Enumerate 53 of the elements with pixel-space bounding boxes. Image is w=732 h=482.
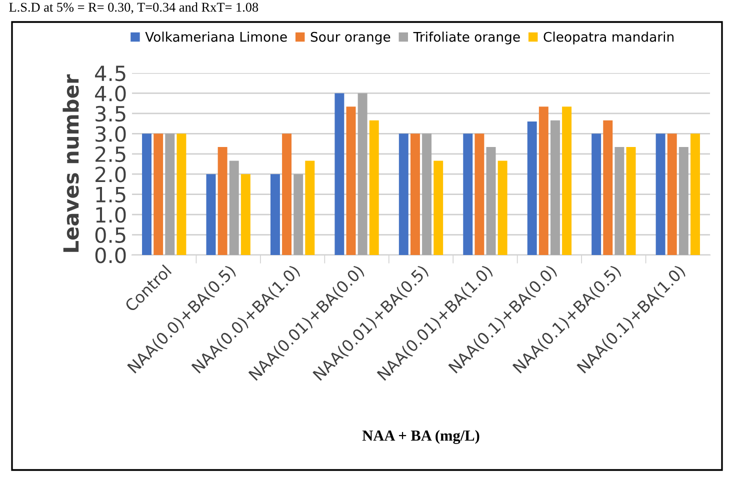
y-tick-label: 2.5 xyxy=(96,146,126,162)
bar xyxy=(165,134,175,255)
y-tick-label: 3.5 xyxy=(96,106,126,122)
y-tick-label: 2.0 xyxy=(96,166,126,182)
legend-label: Sour orange xyxy=(310,32,390,44)
bar xyxy=(334,93,344,255)
bar xyxy=(667,134,677,255)
x-axis-title: NAA + BA (mg/L) xyxy=(362,430,480,444)
y-tick-label: 3.0 xyxy=(96,126,126,142)
y-tick-label: 0.5 xyxy=(95,227,126,243)
bar xyxy=(346,106,356,255)
text: L.S.D at 5% = R= 0.30, T=0.34 and RxT= 1.08 xyxy=(9,2,258,14)
y-tick-label: 0.0 xyxy=(95,247,126,264)
bar xyxy=(656,134,666,255)
bar xyxy=(218,147,228,255)
bar xyxy=(498,160,508,255)
bar xyxy=(603,120,613,255)
bar xyxy=(614,147,624,255)
y-tick-label: 1.5 xyxy=(96,187,126,203)
bar xyxy=(678,147,688,255)
bar xyxy=(176,134,186,255)
bar xyxy=(562,106,572,255)
bar xyxy=(463,134,473,255)
bar xyxy=(398,134,408,255)
y-tick-label: 1.0 xyxy=(96,207,126,223)
bar xyxy=(240,174,250,255)
bar xyxy=(538,106,548,255)
bar xyxy=(142,134,152,255)
y-axis-title: Leaves number xyxy=(62,74,79,252)
bar xyxy=(550,120,560,255)
bar xyxy=(358,93,368,255)
bar xyxy=(294,174,304,255)
y-tick-label: 4.0 xyxy=(95,86,126,102)
bar xyxy=(270,174,280,255)
bar xyxy=(690,134,700,255)
bar xyxy=(527,122,537,255)
bar xyxy=(282,134,292,255)
bar xyxy=(229,160,239,255)
bar xyxy=(592,134,602,255)
legend-label: Cleopatra mandarin xyxy=(544,32,674,44)
bar xyxy=(206,174,216,255)
bar xyxy=(305,160,315,255)
bar xyxy=(474,134,484,255)
bar xyxy=(486,147,496,255)
y-tick-label: 4.5 xyxy=(95,66,126,82)
legend-label: Trifoliate orange xyxy=(413,32,520,44)
bar xyxy=(434,160,444,255)
bar xyxy=(626,147,636,255)
bar xyxy=(422,134,432,255)
bar xyxy=(154,134,164,255)
legend-label: Volkameriana Limone xyxy=(145,32,287,42)
bar xyxy=(410,134,420,255)
bar xyxy=(369,120,379,255)
